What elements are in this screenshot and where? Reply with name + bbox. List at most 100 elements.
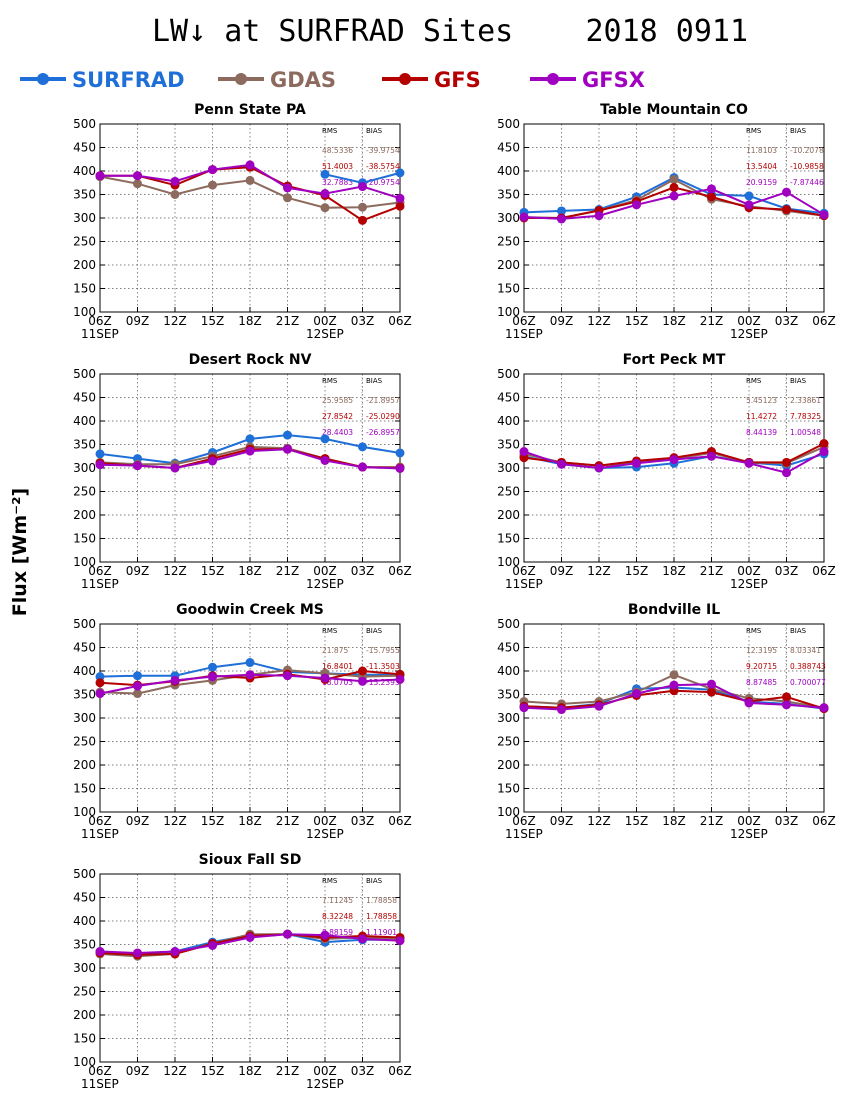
x-tick-label: 06Z [388, 564, 412, 578]
stats-rms-value: 25.9585 [322, 396, 353, 405]
panel-title: Bondville IL [628, 602, 720, 618]
y-tick-label: 350 [73, 438, 96, 452]
x-tick-label: 18Z [238, 314, 262, 328]
stats-rms-value: 18.0703 [322, 678, 353, 687]
series-gfsx [95, 670, 405, 699]
stats-bias-value: -10.9858 [790, 162, 824, 171]
x-tick-label: 00Z [313, 314, 337, 328]
data-point-gfsx [320, 189, 330, 199]
data-point-surfrad [95, 449, 105, 459]
data-point-gfsx [133, 681, 142, 691]
legend-label: GFS [434, 68, 481, 92]
x-date-label: 12SEP [730, 827, 768, 841]
x-tick-label: 06Z [388, 814, 412, 828]
data-point-gfs [782, 457, 791, 467]
data-point-gfsx [557, 705, 566, 715]
x-tick-label: 00Z [737, 814, 761, 828]
data-point-gfsx [170, 675, 180, 685]
y-tick-label: 200 [73, 508, 96, 522]
stats-rms-value: 51.4003 [322, 162, 353, 171]
y-tick-label: 350 [73, 938, 96, 952]
x-tick-label: 21Z [700, 314, 724, 328]
x-tick-label: 12Z [587, 814, 611, 828]
data-point-gfsx [170, 463, 180, 473]
y-tick-label: 500 [497, 617, 520, 631]
y-tick-label: 200 [497, 508, 520, 522]
x-tick-label: 18Z [662, 814, 686, 828]
data-point-gfsx [782, 187, 791, 197]
data-point-gfsx [744, 200, 754, 210]
y-tick-label: 500 [73, 117, 96, 131]
stats-rms-value: 13.5404 [746, 162, 777, 171]
panel-title: Penn State PA [194, 102, 306, 118]
x-tick-label: 03Z [351, 814, 375, 828]
data-point-gfsx [632, 689, 641, 699]
stats-bias-value: -7.87446 [790, 178, 824, 187]
legend-item-gdas: GDAS [218, 68, 336, 92]
y-axis-label: Flux [Wm⁻²] [9, 488, 31, 616]
data-point-gfsx [519, 212, 529, 222]
data-point-gfsx [358, 462, 367, 472]
stats-rms-value: 16.8401 [322, 662, 353, 671]
x-date-label: 12SEP [730, 577, 768, 591]
x-tick-label: 15Z [201, 1064, 225, 1078]
y-tick-label: 150 [497, 532, 520, 546]
data-point-gfs [782, 205, 791, 215]
x-tick-label: 03Z [775, 314, 799, 328]
stats-rms-value: 21.875 [322, 646, 348, 655]
data-point-gfs [358, 215, 367, 225]
stats-bias-header: BIAS [790, 127, 807, 135]
data-point-gfsx [395, 463, 405, 473]
y-tick-label: 100 [73, 1055, 96, 1069]
x-tick-label: 06Z [812, 564, 836, 578]
panel-desert-rock-nv: Desert Rock NV 100 150 200 250 300 350 400 450 50… [73, 352, 412, 591]
y-tick-label: 150 [497, 782, 520, 796]
y-tick-label: 200 [73, 758, 96, 772]
data-point-gfsx [95, 689, 105, 699]
x-tick-label: 06Z [512, 314, 536, 328]
x-tick-label: 15Z [625, 564, 649, 578]
data-point-gfs [95, 678, 105, 688]
x-tick-label: 06Z [388, 1064, 412, 1078]
data-point-gfsx [395, 193, 405, 203]
stats-rms-header: RMS [746, 627, 762, 635]
data-point-gfsx [245, 160, 255, 170]
data-point-gfs [819, 439, 829, 449]
stats-bias-header: BIAS [790, 377, 807, 385]
x-date-label: 12SEP [306, 827, 344, 841]
stats-bias-value: 0.700077 [790, 678, 826, 687]
panel-bondville-il: Bondville IL 100 150 200 250 300 350 400 450 500 0… [497, 602, 836, 841]
data-point-gfsx [669, 680, 679, 690]
y-tick-label: 100 [73, 805, 96, 819]
y-tick-label: 250 [73, 485, 96, 499]
x-tick-label: 12Z [163, 564, 187, 578]
data-point-gfsx [819, 703, 829, 713]
x-tick-label: 03Z [351, 1064, 375, 1078]
y-tick-label: 350 [73, 188, 96, 202]
chart-panels: Penn State PA 100 150 200 250 300 350 400 450 500… [73, 102, 836, 1091]
data-point-surfrad [245, 434, 255, 444]
data-point-gdas [320, 203, 330, 213]
x-tick-label: 00Z [313, 1064, 337, 1078]
panel-sioux-fall-sd: Sioux Fall SD 100 150 200 250 300 350 400 450 500… [73, 852, 412, 1091]
legend-item-surfrad: SURFRAD [20, 68, 185, 92]
panel-penn-state-pa: Penn State PA 100 150 200 250 300 350 400 450 500… [73, 102, 412, 341]
y-tick-label: 100 [497, 805, 520, 819]
stats-rms-value: 11.8103 [746, 146, 777, 155]
stats-bias-value: -15.7955 [366, 646, 400, 655]
x-tick-label: 03Z [775, 564, 799, 578]
panel-title: Desert Rock NV [189, 352, 312, 368]
stats-bias-value: 1.78858 [366, 896, 397, 905]
y-tick-label: 150 [73, 1032, 96, 1046]
data-point-surfrad [320, 434, 330, 444]
data-point-gfsx [283, 671, 292, 681]
stats-bias-value: -11.3503 [366, 662, 400, 671]
y-tick-label: 350 [73, 688, 96, 702]
y-tick-label: 450 [497, 141, 520, 155]
stats-rms-header: RMS [746, 127, 762, 135]
stats-rms-value: 12.3195 [746, 646, 777, 655]
x-tick-label: 06Z [388, 314, 412, 328]
y-tick-label: 450 [73, 141, 96, 155]
stats-bias-header: BIAS [790, 627, 807, 635]
data-point-gdas [669, 670, 679, 680]
